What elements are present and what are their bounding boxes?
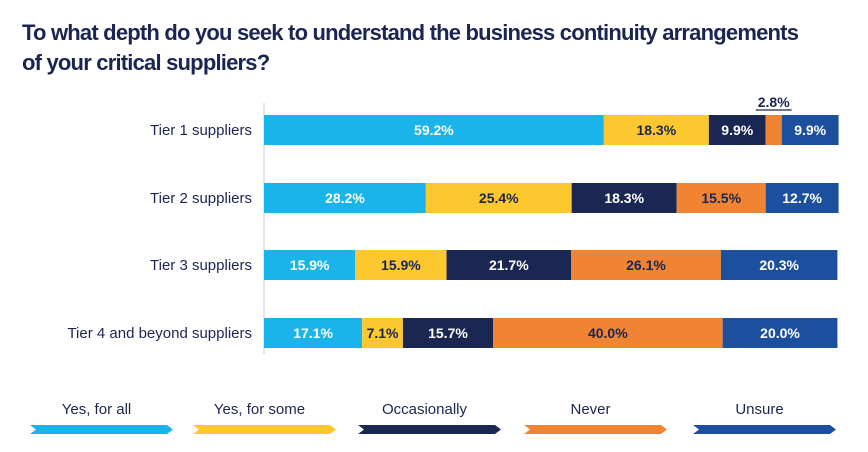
- bar-segment: [264, 250, 356, 280]
- value-label: 15.5%: [701, 190, 741, 206]
- bar-segment: [571, 183, 677, 213]
- value-label: 15.7%: [428, 325, 468, 341]
- bar-segment: [355, 250, 447, 280]
- value-label: 59.2%: [414, 122, 454, 138]
- legend-label: Occasionally: [382, 401, 468, 418]
- value-label: 2.8%: [758, 94, 790, 110]
- legend-swatch: [693, 425, 836, 434]
- value-label: 20.0%: [760, 325, 800, 341]
- value-label: 25.4%: [479, 190, 519, 206]
- category-label: Tier 1 suppliers: [150, 122, 252, 139]
- bar-segment: [264, 318, 363, 348]
- category-label: Tier 3 suppliers: [150, 257, 252, 274]
- legend-label: Unsure: [735, 401, 783, 418]
- value-label: 15.9%: [381, 257, 421, 273]
- chart-title-line-2: of your critical suppliers?: [22, 50, 270, 75]
- legend-label: Yes, for all: [62, 401, 132, 418]
- legend-label: Yes, for some: [214, 401, 305, 418]
- bar-segment: [765, 183, 839, 213]
- bar-segment: [362, 318, 403, 348]
- bar-segment: [708, 115, 766, 145]
- category-label: Tier 4 and beyond suppliers: [67, 325, 252, 342]
- legend-label: Never: [570, 401, 610, 418]
- value-label: 7.1%: [367, 325, 399, 341]
- bar-segment: [765, 115, 782, 145]
- bar-segment: [676, 183, 766, 213]
- chart-title-line-1: To what depth do you seek to understand …: [22, 20, 799, 45]
- value-label: 17.1%: [293, 325, 333, 341]
- value-label: 9.9%: [794, 122, 826, 138]
- bar-segment: [603, 115, 709, 145]
- value-label: 15.9%: [290, 257, 330, 273]
- value-label: 26.1%: [626, 257, 666, 273]
- bar-segment: [264, 115, 604, 145]
- value-label: 21.7%: [489, 257, 529, 273]
- category-label: Tier 2 suppliers: [150, 190, 252, 207]
- value-label: 40.0%: [588, 325, 628, 341]
- chart-title: To what depth do you seek to understand …: [22, 18, 852, 78]
- bar-segment: [264, 183, 426, 213]
- bar-segment: [493, 318, 723, 348]
- bar-segment: [571, 250, 721, 280]
- bar-segment: [402, 318, 494, 348]
- value-label: 9.9%: [721, 122, 753, 138]
- legend-swatch: [358, 425, 501, 434]
- value-label: 20.3%: [759, 257, 799, 273]
- value-label: 12.7%: [782, 190, 822, 206]
- legend-swatch: [193, 425, 336, 434]
- legend-swatch: [30, 425, 173, 434]
- value-label: 28.2%: [325, 190, 365, 206]
- bar-segment: [781, 115, 839, 145]
- legend-swatch: [524, 425, 667, 434]
- value-label: 18.3%: [604, 190, 644, 206]
- bar-segment: [446, 250, 572, 280]
- bar-segment: [720, 250, 838, 280]
- bar-segment: [425, 183, 572, 213]
- bar-segment: [722, 318, 838, 348]
- value-label: 18.3%: [636, 122, 676, 138]
